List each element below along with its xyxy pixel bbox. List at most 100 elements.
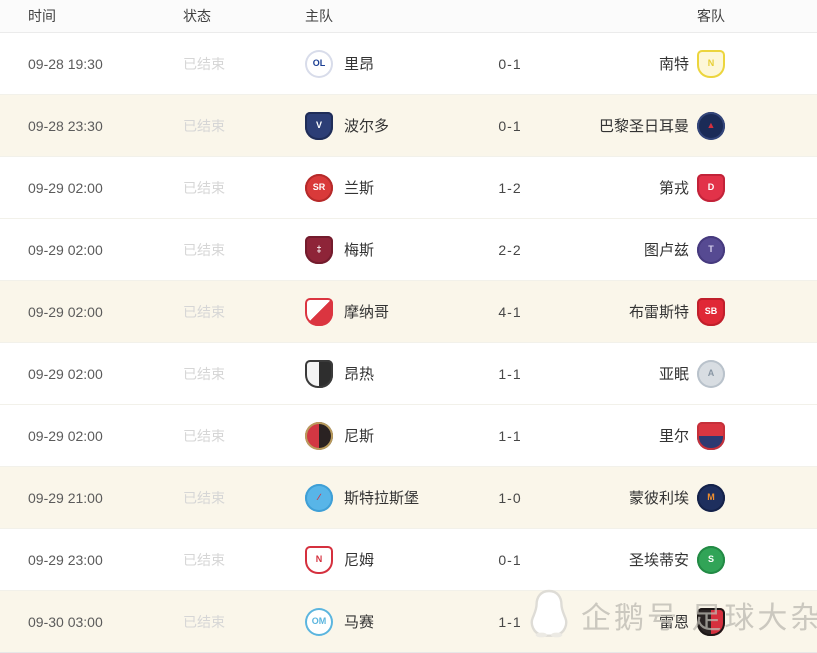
home-team[interactable]: SR 兰斯: [305, 173, 455, 202]
match-row[interactable]: 09-28 19:30 已结束 OL 里昂 0-1 南特 N: [0, 33, 817, 94]
match-score: 0-1: [498, 551, 522, 568]
away-team[interactable]: 圣埃蒂安 S: [565, 545, 725, 574]
match-score: 1-1: [498, 427, 522, 444]
montpellier-badge-icon: M: [697, 483, 725, 512]
match-score: 1-1: [498, 365, 522, 382]
away-team[interactable]: 蒙彼利埃 M: [565, 483, 725, 512]
match-score: 4-1: [498, 303, 522, 320]
away-team-name: 布雷斯特: [628, 304, 689, 321]
match-score: 0-1: [498, 55, 522, 72]
match-row[interactable]: 09-30 03:00 已结束 OM 马赛 1-1 雷恩: [0, 590, 817, 652]
away-team-name: 图卢兹: [643, 242, 689, 259]
home-team-name: 波尔多: [344, 118, 390, 135]
psg-badge-icon: ▲: [697, 111, 725, 140]
away-team-name: 巴黎圣日耳曼: [598, 118, 689, 135]
home-team[interactable]: ∕ 斯特拉斯堡: [305, 483, 455, 512]
match-status: 已结束: [183, 55, 225, 72]
match-time: 09-29 02:00: [28, 179, 103, 196]
match-status: 已结束: [183, 303, 225, 320]
match-row[interactable]: 09-29 02:00 已结束 摩纳哥 4-1 布雷斯特 SB: [0, 280, 817, 342]
away-team[interactable]: 里尔: [565, 421, 725, 450]
match-score: 1-2: [498, 179, 522, 196]
away-team[interactable]: 南特 N: [565, 49, 725, 78]
home-team-name: 尼姆: [344, 552, 375, 569]
match-time: 09-29 02:00: [28, 303, 103, 320]
saint-etienne-badge-icon: S: [697, 545, 725, 574]
home-team-name: 尼斯: [344, 428, 375, 445]
away-team[interactable]: 雷恩: [565, 607, 725, 636]
home-team-name: 斯特拉斯堡: [344, 490, 420, 507]
strasbourg-badge-icon: ∕: [305, 483, 333, 512]
header-status: 状态: [183, 8, 211, 24]
monaco-badge-icon: [305, 297, 333, 326]
metz-badge-icon: ‡: [305, 235, 333, 264]
match-row[interactable]: 09-29 23:00 已结束 N 尼姆 0-1 圣埃蒂安 S: [0, 528, 817, 590]
brest-badge-icon: SB: [697, 297, 725, 326]
home-team[interactable]: 尼斯: [305, 421, 455, 450]
nantes-badge-icon: N: [697, 49, 725, 78]
angers-badge-icon: [305, 359, 333, 388]
match-time: 09-30 03:00: [28, 613, 103, 630]
away-team-name: 第戎: [658, 180, 689, 197]
match-time: 09-28 19:30: [28, 55, 103, 72]
match-row[interactable]: 09-29 02:00 已结束 尼斯 1-1 里尔: [0, 404, 817, 466]
away-team[interactable]: 巴黎圣日耳曼 ▲: [565, 111, 725, 140]
amiens-badge-icon: A: [697, 359, 725, 388]
home-team-name: 马赛: [344, 614, 375, 631]
home-team-name: 昂热: [344, 366, 375, 383]
match-status: 已结束: [183, 551, 225, 568]
match-score: 1-1: [498, 613, 522, 630]
away-team[interactable]: 图卢兹 T: [565, 235, 725, 264]
dijon-badge-icon: D: [697, 173, 725, 202]
lyon-badge-icon: OL: [305, 49, 333, 78]
home-team[interactable]: 摩纳哥: [305, 297, 455, 326]
home-team-name: 梅斯: [344, 242, 375, 259]
away-team-name: 蒙彼利埃: [628, 490, 689, 507]
match-status: 已结束: [183, 117, 225, 134]
away-team[interactable]: 布雷斯特 SB: [565, 297, 725, 326]
nimes-badge-icon: N: [305, 545, 333, 574]
away-team-name: 南特: [658, 56, 689, 73]
home-team[interactable]: V 波尔多: [305, 111, 455, 140]
bordeaux-badge-icon: V: [305, 111, 333, 140]
header-home: 主队: [305, 8, 333, 24]
away-team[interactable]: 亚眠 A: [565, 359, 725, 388]
match-table-body: 09-28 19:30 已结束 OL 里昂 0-1 南特 N 09-28 23:…: [0, 33, 817, 653]
match-time: 09-29 02:00: [28, 241, 103, 258]
match-status: 已结束: [183, 365, 225, 382]
away-team-name: 圣埃蒂安: [628, 552, 689, 569]
away-team-name: 里尔: [658, 428, 689, 445]
match-status: 已结束: [183, 241, 225, 258]
marseille-badge-icon: OM: [305, 607, 333, 636]
match-status: 已结束: [183, 489, 225, 506]
home-team[interactable]: 昂热: [305, 359, 455, 388]
away-team[interactable]: 第戎 D: [565, 173, 725, 202]
home-team-name: 兰斯: [344, 180, 375, 197]
match-row[interactable]: 09-29 21:00 已结束 ∕ 斯特拉斯堡 1-0 蒙彼利埃 M: [0, 466, 817, 528]
match-score: 0-1: [498, 117, 522, 134]
match-row[interactable]: 09-28 23:30 已结束 V 波尔多 0-1 巴黎圣日耳曼 ▲: [0, 94, 817, 156]
match-status: 已结束: [183, 613, 225, 630]
home-team[interactable]: N 尼姆: [305, 545, 455, 574]
match-time: 09-29 23:00: [28, 551, 103, 568]
match-status: 已结束: [183, 179, 225, 196]
match-row[interactable]: 09-29 02:00 已结束 昂热 1-1 亚眠 A: [0, 342, 817, 404]
match-time: 09-29 02:00: [28, 365, 103, 382]
toulouse-badge-icon: T: [697, 235, 725, 264]
match-row[interactable]: 09-29 02:00 已结束 SR 兰斯 1-2 第戎 D: [0, 156, 817, 218]
rennes-badge-icon: [697, 607, 725, 636]
home-team[interactable]: OL 里昂: [305, 49, 455, 78]
home-team-name: 里昂: [344, 56, 375, 73]
header-away: 客队: [697, 8, 725, 24]
match-row[interactable]: 09-29 02:00 已结束 ‡ 梅斯 2-2 图卢兹 T: [0, 218, 817, 280]
header-time: 时间: [28, 8, 56, 24]
home-team[interactable]: ‡ 梅斯: [305, 235, 455, 264]
home-team[interactable]: OM 马赛: [305, 607, 455, 636]
away-team-name: 亚眠: [658, 366, 689, 383]
match-score: 2-2: [498, 241, 522, 258]
away-team-name: 雷恩: [658, 614, 689, 631]
match-score: 1-0: [498, 489, 522, 506]
match-time: 09-29 21:00: [28, 489, 103, 506]
match-time: 09-29 02:00: [28, 427, 103, 444]
